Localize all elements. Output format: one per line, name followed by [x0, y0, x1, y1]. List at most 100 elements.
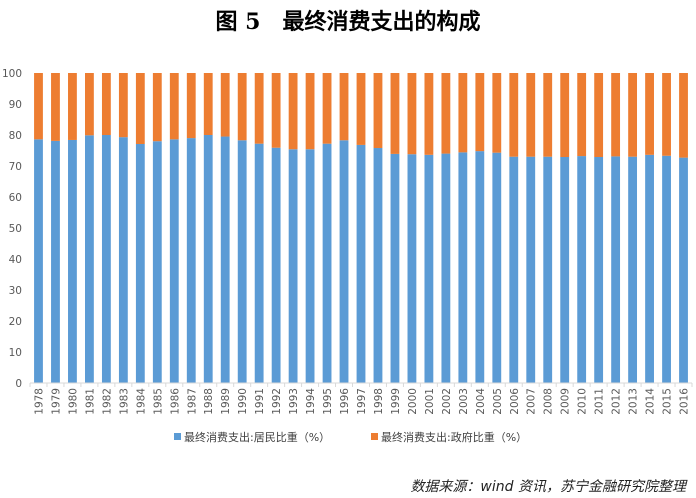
bar-government-1997 [356, 73, 366, 145]
bar-household-1991 [254, 143, 264, 383]
x-tick-label: 2012 [611, 388, 623, 415]
x-tick-label: 2001 [424, 388, 436, 415]
x-tick-label: 2014 [645, 388, 657, 415]
bar-government-2001 [424, 73, 434, 155]
bar-household-2014 [645, 154, 654, 383]
x-tick-label: 1998 [373, 388, 385, 415]
bar-household-2013 [628, 156, 638, 383]
legend-swatch-government [371, 433, 378, 440]
legend-label-government: 最终消费支出:政府比重（%） [381, 430, 527, 444]
bar-group [34, 73, 688, 383]
bar-household-1983 [118, 137, 128, 383]
bar-household-1996 [339, 140, 349, 383]
bar-government-2016 [679, 73, 688, 158]
bar-household-1978 [34, 139, 43, 383]
bar-household-1987 [186, 138, 196, 383]
stacked-bar-chart: 0 10 20 30 40 50 60 70 80 90 100 1978 1979 1980 1981 19… [2, 68, 693, 444]
bar-government-2004 [475, 73, 485, 152]
bar-government-1986 [169, 73, 179, 140]
x-tick-label: 2011 [594, 388, 606, 415]
x-tick-label: 1985 [152, 388, 164, 415]
bar-government-2006 [509, 73, 519, 157]
bar-government-1994 [305, 73, 315, 150]
bar-household-1999 [390, 153, 400, 383]
x-tick-label: 2008 [543, 388, 555, 415]
bar-household-1982 [101, 135, 111, 383]
x-tick-label: 2002 [441, 388, 453, 415]
bar-government-1989 [220, 73, 230, 137]
x-tick-label: 1997 [356, 388, 368, 415]
bar-government-2010 [577, 73, 587, 157]
x-tick-label: 2005 [492, 388, 504, 415]
bar-government-1979 [51, 73, 60, 141]
bar-household-2016 [679, 157, 688, 383]
bar-government-2003 [458, 73, 468, 153]
bar-government-2002 [441, 73, 451, 154]
bar-household-1989 [220, 136, 230, 383]
y-tick-label: 90 [9, 99, 22, 111]
bar-government-1980 [68, 73, 77, 140]
source-note: 数据来源：wind 资讯，苏宁金融研究院整理 [410, 479, 686, 495]
x-tick-label: 1999 [390, 388, 402, 415]
x-tick-label: 2009 [560, 388, 572, 415]
y-tick-label: 100 [2, 68, 22, 80]
bar-government-2013 [628, 73, 638, 157]
y-tick-label: 70 [9, 161, 22, 173]
bar-government-2008 [543, 73, 553, 157]
x-tick-label: 2013 [628, 388, 640, 415]
x-tick-label: 2016 [679, 388, 691, 415]
y-tick-label: 0 [15, 378, 22, 390]
x-tick-label: 2006 [509, 388, 521, 415]
bar-household-1984 [135, 143, 145, 383]
bar-government-1981 [85, 73, 94, 136]
bar-household-1988 [203, 135, 213, 383]
bar-household-1995 [322, 143, 332, 383]
bar-government-1982 [101, 73, 111, 135]
bar-government-1984 [135, 73, 145, 144]
x-tick-label: 1993 [288, 388, 300, 415]
bar-government-1995 [322, 73, 332, 144]
bar-government-2009 [560, 73, 570, 158]
bar-household-2011 [594, 157, 604, 383]
x-tick-label: 1990 [237, 388, 249, 415]
x-tick-label: 2010 [577, 388, 589, 415]
bar-government-1990 [237, 73, 247, 141]
x-tick-label: 1986 [169, 388, 181, 415]
bar-government-1998 [373, 73, 383, 149]
x-tick-label: 1978 [33, 388, 45, 415]
bar-household-2006 [509, 156, 519, 383]
bar-government-2014 [645, 73, 654, 155]
bar-government-1988 [203, 73, 213, 135]
legend-swatch-household [174, 433, 181, 440]
axes: 0 10 20 30 40 50 60 70 80 90 100 1978 1979 1980 1981 19… [2, 68, 693, 415]
x-tick-label: 1989 [220, 388, 232, 415]
chart-title: 图 5 最终消费支出的构成 [215, 9, 481, 35]
bar-government-1996 [339, 73, 349, 141]
bar-household-2012 [611, 156, 621, 383]
bar-household-2001 [424, 154, 434, 383]
y-tick-label: 20 [9, 316, 22, 328]
bar-household-1997 [356, 144, 366, 383]
x-tick-label: 1992 [271, 388, 283, 415]
bar-household-2008 [543, 156, 553, 383]
x-tick-label: 1996 [339, 388, 351, 415]
bar-government-1987 [186, 73, 196, 139]
bar-government-1999 [390, 73, 400, 154]
bar-government-1978 [34, 73, 43, 140]
y-tick-label: 40 [9, 254, 22, 266]
x-tick-label: 1988 [203, 388, 215, 415]
x-tick-label: 1995 [322, 388, 334, 415]
x-tick-label: 1984 [135, 388, 147, 415]
y-tick-label: 50 [9, 223, 22, 235]
x-tick-label: 2004 [475, 388, 487, 415]
bar-government-2007 [526, 73, 536, 157]
x-tick-label: 2007 [526, 388, 538, 415]
bar-government-2012 [611, 73, 621, 157]
bar-household-2005 [492, 152, 502, 383]
bar-household-2003 [458, 152, 468, 383]
bar-household-2002 [441, 153, 451, 383]
x-tick-label: 1994 [305, 388, 317, 415]
x-tick-label: 1979 [50, 388, 62, 415]
bar-household-1981 [85, 135, 94, 383]
bar-household-2009 [560, 157, 570, 383]
